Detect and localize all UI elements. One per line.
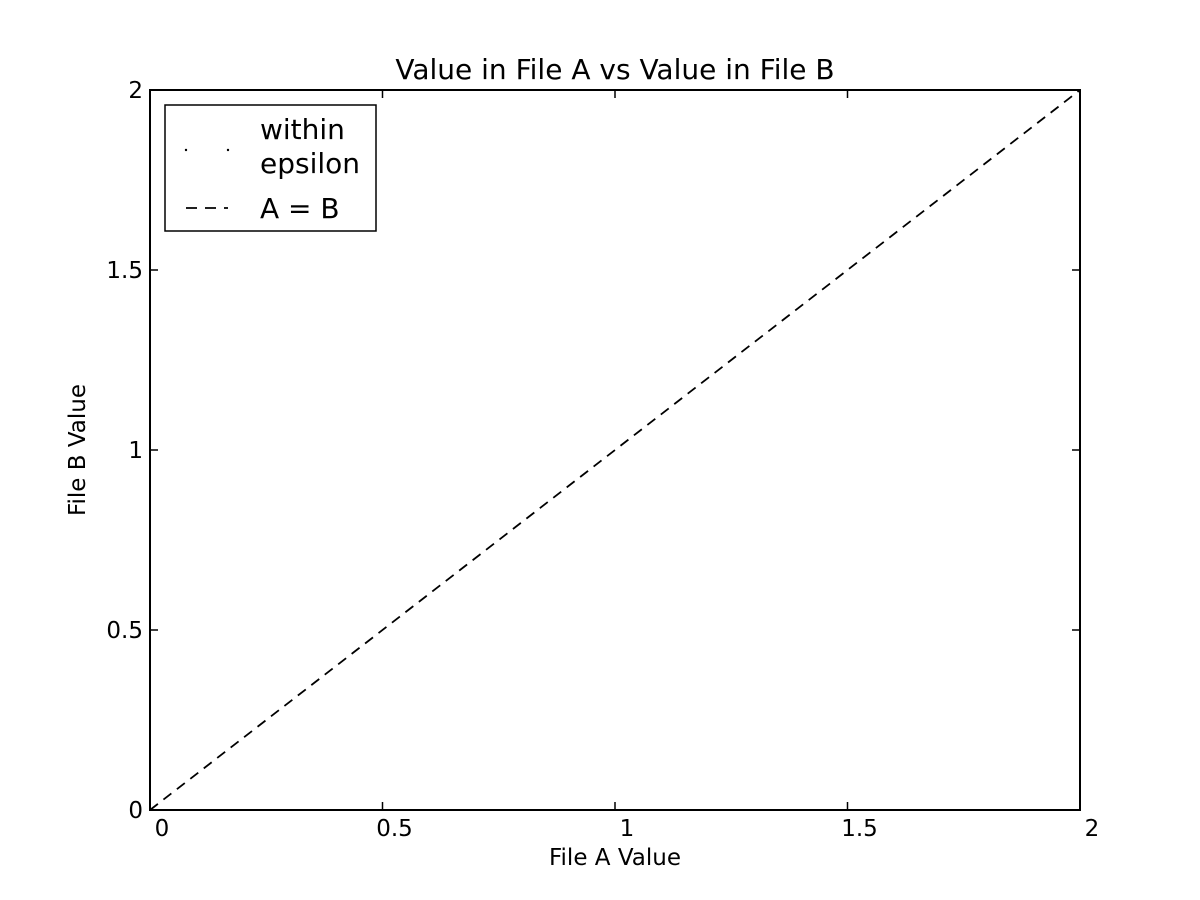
y-tick-label: 1 <box>128 438 143 464</box>
x-tick-label: 2 <box>1085 816 1100 842</box>
x-axis-label: File A Value <box>549 845 681 871</box>
y-tick-label: 1.5 <box>106 258 143 284</box>
plot-frame <box>149 89 1081 811</box>
legend-label: A = B <box>260 192 340 225</box>
series-line-a-equals-b <box>149 89 1081 811</box>
chart-title: Value in File A vs Value in File B <box>395 53 834 86</box>
legend-marker-point <box>184 148 188 152</box>
plot-series <box>149 89 1081 811</box>
y-tick-label: 0 <box>128 798 143 824</box>
tick-labels: 0 0.5 1 1.5 2 0 0.5 1 1.5 2 <box>106 78 1099 842</box>
legend-label: within <box>260 113 345 146</box>
y-axis-label: File B Value <box>65 384 91 516</box>
legend-label: epsilon <box>260 147 360 180</box>
y-tick-label: 2 <box>128 78 143 104</box>
x-tick-label: 1.5 <box>841 816 878 842</box>
legend-box <box>164 104 377 232</box>
x-tick-label: 0 <box>155 816 170 842</box>
legend-marker-point <box>226 148 230 152</box>
x-tick-label: 0.5 <box>376 816 413 842</box>
y-tick-label: 0.5 <box>106 618 143 644</box>
x-tick-label: 1 <box>620 816 635 842</box>
